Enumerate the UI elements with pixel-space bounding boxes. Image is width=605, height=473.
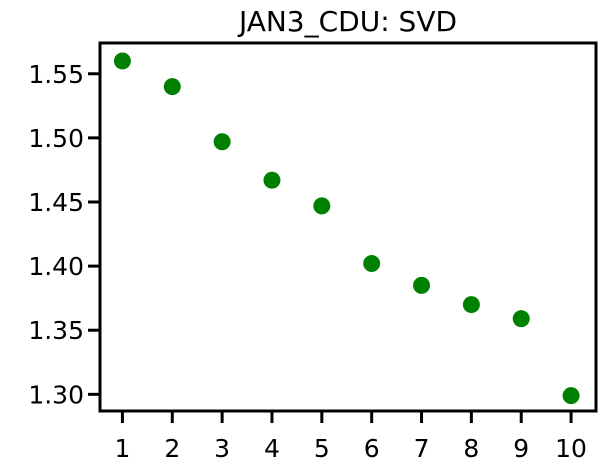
x-tick-label: 8: [463, 434, 479, 463]
data-point: [113, 52, 131, 70]
x-tick-label: 2: [164, 434, 180, 463]
data-points: [113, 52, 580, 405]
chart-title: JAN3_CDU: SVD: [237, 5, 457, 38]
data-point: [163, 78, 181, 96]
x-tick-label: 9: [513, 434, 529, 463]
data-point: [313, 197, 331, 215]
y-tick-label: 1.55: [28, 60, 84, 89]
data-point: [462, 296, 480, 314]
y-tick-label: 1.35: [28, 316, 84, 345]
y-tick-label: 1.45: [28, 188, 84, 217]
data-point: [512, 310, 530, 328]
x-tick-label: 3: [214, 434, 230, 463]
data-point: [213, 133, 231, 151]
x-tick-label: 4: [264, 434, 280, 463]
data-point: [363, 255, 381, 273]
x-tick-label: 1: [114, 434, 130, 463]
data-point: [413, 276, 431, 294]
y-tick-label: 1.30: [28, 380, 84, 409]
x-axis: 1 2 3 4 5 6 7 8 9 10: [114, 411, 587, 463]
x-tick-label: 7: [414, 434, 430, 463]
y-axis: 1.30 1.35 1.40 1.45 1.50 1.55: [28, 60, 100, 409]
data-point: [263, 171, 281, 189]
x-tick-label: 6: [364, 434, 380, 463]
x-tick-label: 5: [314, 434, 330, 463]
plot-frame: [98, 41, 598, 413]
data-point: [562, 387, 580, 405]
x-tick-label: 10: [555, 434, 587, 463]
y-tick-label: 1.50: [28, 124, 84, 153]
y-tick-label: 1.40: [28, 252, 84, 281]
